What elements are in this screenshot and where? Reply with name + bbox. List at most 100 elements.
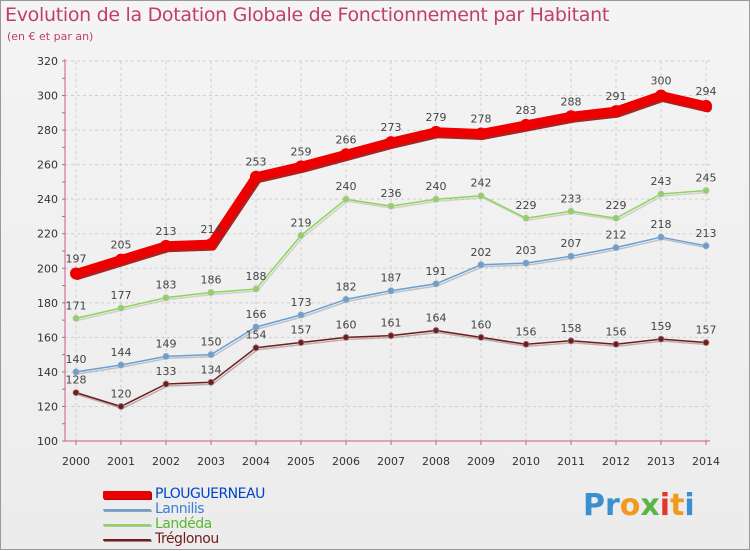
logo-letter: i (659, 488, 671, 523)
data-point-plouguerneau (115, 253, 127, 266)
logo-letter: o (619, 488, 641, 523)
data-label-landeda: 236 (381, 187, 402, 200)
x-tick-label: 2002 (152, 455, 180, 468)
data-label-lannilis: 202 (471, 246, 492, 259)
data-label-treglonou: 154 (246, 329, 267, 342)
legend-swatch-lannilis (103, 508, 151, 511)
legend-item-lannilis[interactable]: Lannilis (103, 502, 403, 517)
x-tick-label: 2001 (107, 455, 135, 468)
x-tick-label: 2008 (422, 455, 450, 468)
y-tick-label: 120 (37, 400, 58, 413)
data-label-plouguerneau: 253 (246, 156, 267, 169)
data-label-lannilis: 191 (426, 265, 447, 278)
x-tick-label: 2009 (467, 455, 495, 468)
y-tick-label: 320 (37, 55, 58, 68)
x-tick-label: 2007 (377, 455, 405, 468)
data-label-treglonou: 157 (291, 324, 312, 337)
series-plouguerneau (70, 89, 712, 280)
data-point-lannilis (522, 259, 530, 267)
data-label-plouguerneau: 214 (201, 223, 222, 236)
data-point-lannilis (297, 311, 305, 319)
data-point-treglonou (567, 337, 575, 345)
data-label-plouguerneau: 300 (651, 75, 672, 88)
data-label-lannilis: 218 (651, 218, 672, 231)
data-point-plouguerneau (340, 148, 352, 161)
x-tick-label: 2012 (602, 455, 630, 468)
data-label-lannilis: 149 (156, 337, 177, 350)
data-label-landeda: 171 (66, 299, 87, 312)
y-tick-label: 140 (37, 366, 58, 379)
value-label-layer: 197 205 213 214 253 259 266 273 279 278 283 288 291 3… (66, 75, 717, 401)
data-point-lannilis (72, 368, 80, 376)
y-tick-label: 280 (37, 124, 58, 137)
logo-letter: r (605, 488, 620, 523)
axis-layer: 100 120 140 160 180 200 220 240 260 280 300 320 2000… (37, 55, 720, 468)
data-label-landeda: 240 (336, 180, 357, 193)
data-label-plouguerneau: 291 (606, 90, 627, 103)
y-tick-label: 180 (37, 297, 58, 310)
data-point-landeda (207, 289, 215, 296)
legend-item-plouguerneau[interactable]: PLOUGUERNEAU (103, 487, 403, 502)
data-point-landeda (657, 190, 665, 198)
y-tick-label: 220 (37, 228, 58, 241)
data-label-treglonou: 134 (201, 363, 222, 376)
data-point-treglonou (702, 339, 710, 346)
data-label-treglonou: 157 (696, 324, 717, 337)
data-label-treglonou: 159 (651, 320, 672, 333)
data-point-treglonou (612, 340, 620, 348)
data-point-treglonou (657, 335, 665, 343)
x-tick-label: 2004 (242, 455, 270, 468)
data-point-lannilis (702, 242, 710, 250)
legend-item-landeda[interactable]: Landéda (103, 517, 403, 532)
data-label-landeda: 219 (291, 216, 312, 229)
data-point-lannilis (207, 351, 215, 359)
data-label-landeda: 177 (111, 289, 132, 302)
legend-label-plouguerneau: PLOUGUERNEAU (155, 486, 265, 502)
data-label-treglonou: 164 (426, 311, 447, 324)
data-label-plouguerneau: 197 (66, 252, 87, 265)
logo-letter: x (640, 488, 660, 523)
logo-letter: P (583, 488, 605, 523)
data-point-landeda (117, 304, 125, 312)
data-label-lannilis: 166 (246, 308, 267, 321)
data-label-plouguerneau: 266 (336, 133, 357, 146)
data-point-treglonou (297, 339, 305, 346)
data-label-plouguerneau: 213 (156, 225, 177, 238)
x-tick-label: 2010 (512, 455, 540, 468)
data-label-landeda: 242 (471, 177, 492, 190)
data-label-lannilis: 212 (606, 229, 627, 242)
series-shadow-lannilis (76, 238, 709, 375)
data-label-lannilis: 140 (66, 353, 87, 366)
data-point-treglonou (117, 403, 125, 410)
data-point-plouguerneau (295, 160, 307, 173)
proxiti-logo: Proxiti (583, 488, 695, 523)
data-point-landeda (387, 202, 395, 210)
data-point-lannilis (657, 233, 665, 241)
data-point-landeda (432, 195, 440, 203)
data-label-treglonou: 161 (381, 317, 402, 330)
data-point-lannilis (342, 295, 350, 303)
data-label-plouguerneau: 278 (471, 113, 492, 126)
data-label-treglonou: 160 (471, 318, 492, 331)
data-label-plouguerneau: 283 (516, 104, 537, 117)
data-label-landeda: 188 (246, 270, 267, 283)
data-point-treglonou (522, 340, 530, 348)
data-point-treglonou (72, 389, 80, 397)
x-tick-label: 2006 (332, 455, 360, 468)
x-tick-label: 2000 (62, 455, 90, 468)
data-point-treglonou (162, 380, 170, 388)
data-label-lannilis: 182 (336, 280, 357, 293)
x-tick-label: 2011 (557, 455, 585, 468)
data-label-treglonou: 160 (336, 318, 357, 331)
data-label-lannilis: 187 (381, 272, 402, 285)
data-label-lannilis: 213 (696, 227, 717, 240)
data-label-treglonou: 158 (561, 322, 582, 335)
y-tick-label: 160 (37, 331, 58, 344)
data-point-plouguerneau (700, 99, 712, 112)
data-point-plouguerneau (205, 238, 217, 251)
data-point-landeda (612, 214, 620, 222)
y-tick-label: 200 (37, 262, 58, 275)
legend-item-treglonou[interactable]: Tréglonou (103, 532, 403, 547)
data-point-treglonou (432, 327, 440, 334)
